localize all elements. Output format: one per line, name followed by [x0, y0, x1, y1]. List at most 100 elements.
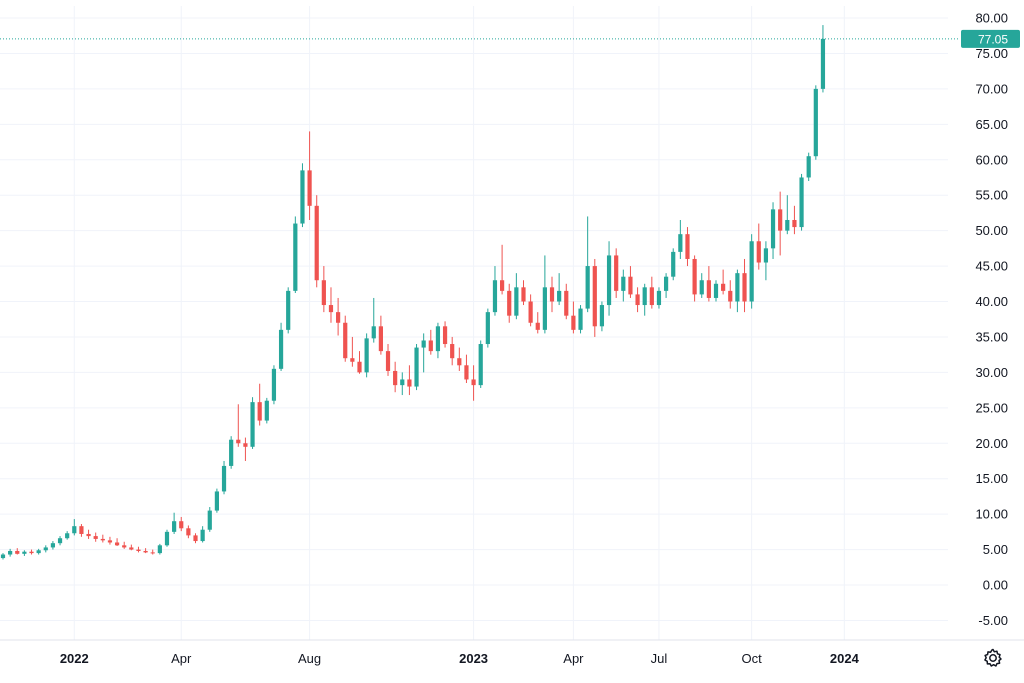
candle — [264, 397, 269, 424]
candle-body — [136, 549, 141, 551]
candle-body — [278, 329, 284, 369]
candle — [300, 163, 305, 228]
candle — [378, 315, 383, 355]
candle — [93, 532, 98, 542]
x-axis[interactable]: 2022 Apr Aug 2023 Apr Jul Oct 2024 — [0, 639, 1024, 666]
candle-body — [421, 340, 426, 348]
candle — [414, 344, 419, 391]
candle-body — [592, 266, 597, 327]
candle — [22, 550, 27, 556]
candle-body — [485, 312, 490, 345]
y-tick-label: 30.00 — [975, 365, 1008, 380]
candle — [820, 25, 826, 93]
candle-body — [528, 301, 533, 323]
candle — [343, 315, 348, 362]
candle-body — [50, 543, 56, 548]
candle — [357, 351, 362, 374]
candle-body — [806, 156, 811, 178]
candle — [728, 280, 733, 309]
candle-body — [585, 266, 590, 309]
candle-body — [500, 280, 505, 291]
candle-body — [321, 280, 326, 306]
candle-body — [15, 550, 20, 554]
candle — [599, 301, 605, 332]
current-price-label: 77.05 — [978, 32, 1008, 46]
candle — [8, 548, 13, 557]
candle-body — [606, 255, 612, 306]
candle-body — [257, 402, 262, 421]
candle-body — [29, 551, 34, 554]
candle-body — [692, 258, 697, 295]
candle-body — [557, 290, 562, 302]
candle-body — [186, 528, 191, 536]
candle-body — [514, 287, 519, 316]
candle-body — [507, 290, 512, 316]
x-tick-label: 2024 — [830, 651, 860, 666]
candle — [549, 276, 555, 313]
candle-body — [656, 290, 662, 306]
candle-body — [435, 326, 441, 352]
candle — [86, 529, 91, 539]
candle — [143, 548, 148, 554]
candle — [542, 255, 547, 334]
candle — [307, 131, 312, 220]
candle — [428, 329, 433, 355]
candle-body — [464, 365, 469, 380]
candle-body — [742, 273, 747, 302]
candle-body — [100, 538, 105, 541]
candle-body — [72, 526, 77, 534]
candle — [685, 227, 690, 267]
candle — [671, 248, 676, 281]
candle — [229, 436, 234, 469]
candle — [271, 365, 277, 405]
candle-body — [336, 312, 341, 323]
candle-body — [350, 358, 355, 362]
candle — [678, 219, 683, 259]
candle-body — [264, 400, 269, 421]
candle — [200, 526, 205, 543]
candle-body — [663, 276, 669, 291]
candle — [492, 266, 498, 316]
candle-body — [770, 209, 776, 249]
candle — [385, 344, 391, 376]
candle-body — [193, 535, 198, 542]
y-tick-label: -5.00 — [978, 613, 1008, 628]
candle — [464, 354, 469, 384]
candle — [321, 266, 326, 313]
x-tick-label: 2022 — [60, 651, 89, 666]
candle-body — [792, 219, 797, 228]
y-tick-label: 50.00 — [975, 223, 1008, 238]
candle — [114, 538, 120, 547]
candle-body — [649, 287, 654, 306]
candle-body — [549, 287, 555, 302]
candle-body — [685, 234, 690, 259]
candle-body — [57, 538, 63, 544]
candle-body — [385, 351, 391, 371]
y-axis[interactable]: 80.00 75.00 70.00 65.00 60.00 55.00 50.00 45.00… — [975, 11, 1008, 628]
candle-body — [172, 521, 177, 532]
y-tick-label: 55.00 — [975, 188, 1008, 203]
settings-gear-icon[interactable] — [981, 646, 1005, 670]
candle — [250, 397, 255, 449]
candle — [471, 365, 476, 401]
candle-body — [328, 305, 334, 313]
candle — [507, 283, 512, 323]
candle-body — [571, 315, 576, 330]
candle — [763, 241, 769, 281]
candle — [742, 258, 747, 313]
candle-body — [614, 255, 619, 291]
candle — [606, 241, 612, 316]
candle — [50, 541, 56, 550]
candle — [521, 280, 526, 306]
candle-body — [450, 344, 455, 359]
candle — [756, 223, 761, 270]
candle — [278, 322, 284, 371]
candle — [799, 173, 804, 231]
candle — [699, 273, 704, 298]
candle-body — [471, 379, 476, 386]
candle-body — [564, 290, 569, 316]
candle-body — [621, 276, 626, 291]
candle-body — [179, 521, 184, 529]
candle-body — [378, 326, 383, 352]
candle-body — [36, 550, 41, 554]
